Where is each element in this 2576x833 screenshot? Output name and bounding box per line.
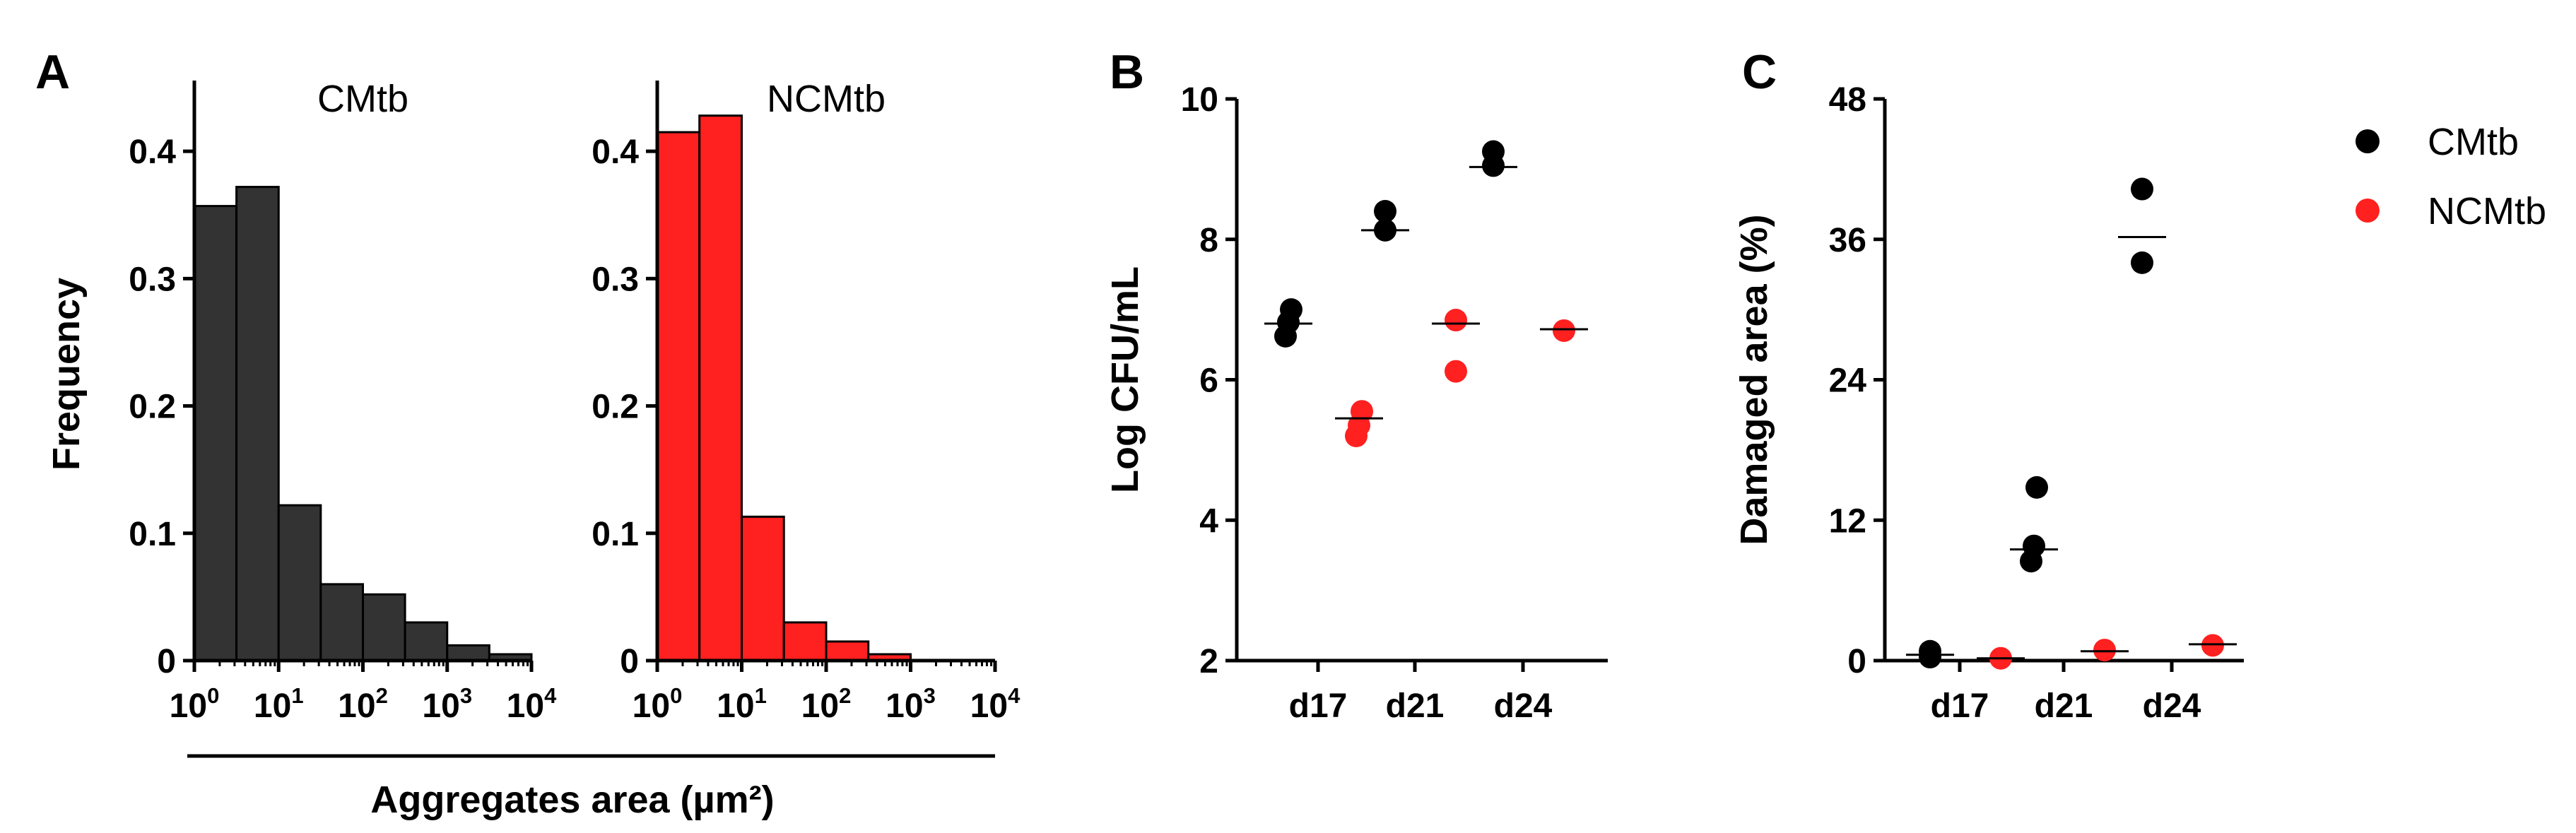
panel-label-b: B xyxy=(1110,45,1144,99)
y-tick-label: 0.3 xyxy=(592,261,639,298)
histogram-bar xyxy=(319,583,364,662)
subplot-title: NCMtb xyxy=(767,78,886,120)
histogram-bar xyxy=(741,515,785,662)
legend: CMtb NCMtb xyxy=(2356,121,2546,232)
x-tick-label: d17 xyxy=(1931,687,1989,725)
y-tick-label: 0.4 xyxy=(592,134,639,171)
x-tick-label: 103 xyxy=(886,683,936,725)
data-point xyxy=(1553,319,1575,342)
y-tick-label: 36 xyxy=(1829,222,1866,259)
legend-marker xyxy=(2356,199,2380,223)
x-tick-label: 104 xyxy=(507,683,557,725)
y-tick-label: 48 xyxy=(1829,81,1866,119)
y-tick-label: 0.2 xyxy=(129,389,176,426)
y-tick-label: 0.1 xyxy=(129,516,176,553)
x-axis-label: Aggregates area (µm²) xyxy=(370,779,774,821)
y-tick-label: 10 xyxy=(1181,81,1218,119)
x-tick-label: d24 xyxy=(1494,687,1553,725)
y-tick-label: 0.3 xyxy=(129,261,176,298)
data-point xyxy=(2093,639,2116,662)
data-point xyxy=(2131,177,2153,201)
data-point xyxy=(1351,400,1373,423)
x-tick-label: 103 xyxy=(422,683,472,725)
data-point xyxy=(1445,309,1467,332)
histogram-bar xyxy=(656,131,701,662)
x-tick-label: 100 xyxy=(633,683,683,725)
y-axis-label: Log CFU/mL xyxy=(1104,266,1146,493)
panel-label-c: C xyxy=(1742,45,1777,99)
x-tick-label: 100 xyxy=(170,683,220,725)
x-tick-label: d21 xyxy=(2035,687,2093,725)
y-tick-label: 0.4 xyxy=(129,134,176,171)
x-tick-label: 101 xyxy=(717,683,767,725)
x-tick-label: d21 xyxy=(1386,687,1445,725)
y-tick-label: 8 xyxy=(1199,222,1218,259)
x-tick-label: 102 xyxy=(801,683,852,725)
dot-plot-2: 2 4 6 8 10 d17 d21 d24 Log CFU/mL xyxy=(1104,81,1608,725)
data-point xyxy=(2201,634,2224,657)
histogram-bar xyxy=(404,621,449,662)
histogram-0: 0 0.1 0.2 0.3 0.4 100 101 102 103 104 CMtb Frequenc… xyxy=(45,78,557,725)
data-point xyxy=(1445,360,1467,383)
x-tick-label: d24 xyxy=(2143,687,2201,725)
legend-marker xyxy=(2356,129,2380,153)
y-tick-label: 6 xyxy=(1199,362,1218,400)
data-point xyxy=(2023,534,2045,557)
legend-label: CMtb xyxy=(2428,121,2519,163)
histogram-bar xyxy=(277,504,322,662)
data-point xyxy=(1482,140,1505,163)
y-tick-label: 2 xyxy=(1199,643,1218,680)
y-axis-label: Frequency xyxy=(45,278,88,471)
y-tick-label: 0.2 xyxy=(592,389,639,426)
data-point xyxy=(1919,639,1941,663)
histogram-bar xyxy=(825,640,870,662)
y-tick-label: 12 xyxy=(1829,502,1866,540)
y-tick-label: 0 xyxy=(157,643,176,680)
x-tick-label: 102 xyxy=(338,683,388,725)
y-tick-label: 0.1 xyxy=(592,516,639,553)
histogram-1: 0 0.1 0.2 0.3 0.4 100 101 102 103 104 NCMtb xyxy=(592,78,1021,725)
panel-label-a: A xyxy=(35,45,70,99)
histogram-bar xyxy=(362,593,406,662)
subplot-title: CMtb xyxy=(317,78,408,120)
y-tick-label: 0 xyxy=(620,643,639,680)
y-tick-label: 0 xyxy=(1847,643,1866,680)
data-point xyxy=(2131,251,2153,274)
x-tick-label: 104 xyxy=(970,683,1021,725)
histogram-bar xyxy=(698,114,743,662)
data-point xyxy=(2025,475,2048,499)
x-tick-label: 101 xyxy=(254,683,304,725)
histogram-bar xyxy=(235,186,280,662)
histogram-bar xyxy=(782,621,828,662)
y-tick-label: 24 xyxy=(1829,362,1867,400)
histogram-bar xyxy=(446,644,490,662)
y-axis-label: Damaged area (%) xyxy=(1733,214,1775,545)
dot-plot-3: 0 12 24 36 48 d17 d21 d24 Damaged area (%) xyxy=(1733,81,2244,725)
data-point xyxy=(1280,298,1302,321)
histogram-bar xyxy=(193,205,238,662)
y-tick-label: 4 xyxy=(1199,502,1218,540)
legend-label: NCMtb xyxy=(2428,190,2546,232)
x-tick-label: d17 xyxy=(1289,687,1348,725)
data-point xyxy=(1374,200,1396,223)
